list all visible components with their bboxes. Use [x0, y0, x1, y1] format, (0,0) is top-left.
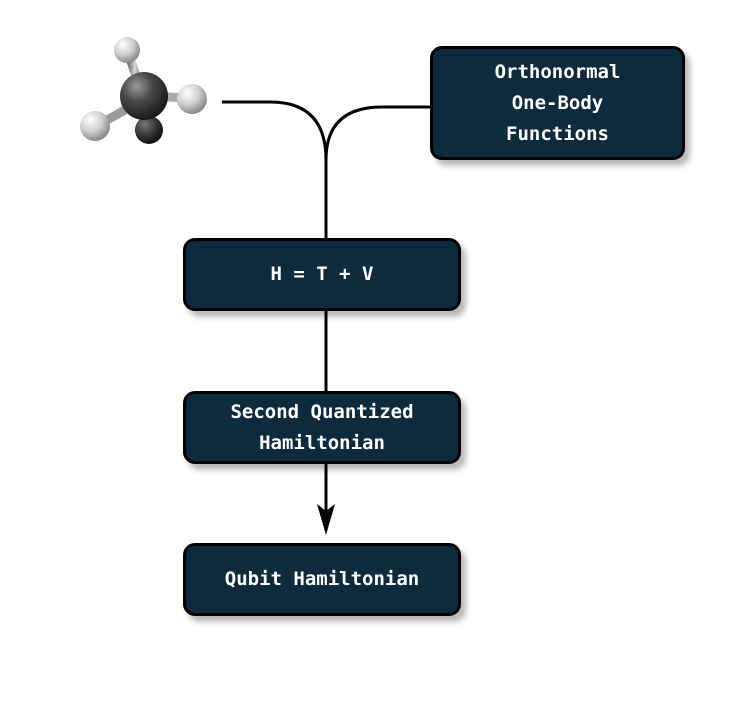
second-quantized-hamiltonian-box: Second Quantized Hamiltonian: [183, 391, 461, 464]
arrowhead-icon: [317, 504, 335, 535]
orbitals-connector: [324, 105, 431, 161]
qubit-hamiltonian-label: Qubit Hamiltonian: [224, 568, 420, 590]
hamiltonian-label: H = T + V: [270, 263, 374, 285]
orbitals-label-line2: One-Body: [511, 91, 604, 114]
second-quantized-label-line2: Hamiltonian: [259, 431, 385, 454]
methane-molecule-icon: [80, 37, 207, 144]
qubit-hamiltonian-box: Qubit Hamiltonian: [183, 543, 461, 616]
hydrogen-atom-top: [114, 37, 140, 63]
orbitals-label-line3: Functions: [506, 122, 609, 145]
hydrogen-atom-left: [80, 111, 110, 141]
carbon-atom: [120, 72, 168, 120]
second-quantized-label-line1: Second Quantized: [230, 400, 414, 423]
hydrogen-atom-right: [177, 84, 207, 114]
hydrogen-atom-back: [135, 116, 163, 144]
orthonormal-functions-box: Orthonormal One-Body Functions: [430, 46, 685, 160]
hamiltonian-box: H = T + V: [183, 238, 461, 311]
molecule-connector: [222, 100, 328, 238]
orbitals-label-line1: Orthonormal: [494, 60, 621, 83]
